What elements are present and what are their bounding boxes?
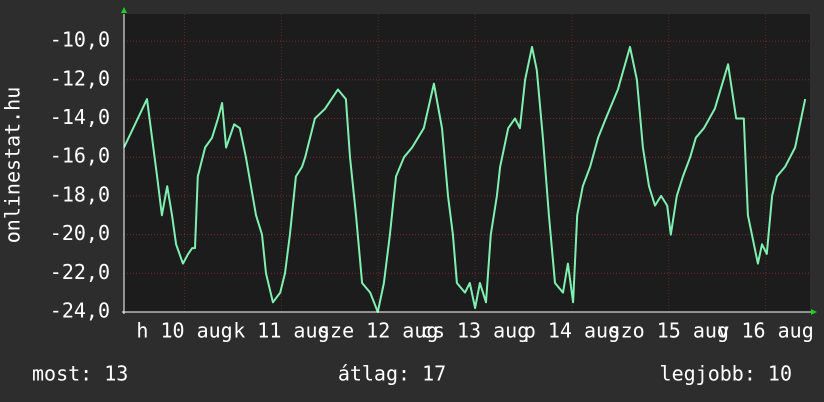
y-tick-label: -16,0 [50,144,110,168]
axis-arrow [121,7,127,13]
data-line [123,45,807,313]
footer-stat: legjobb: 10 [660,362,792,386]
x-tick-label: szo 15 aug [609,319,729,343]
x-tick-label: h 10 aug [136,319,232,343]
y-tick-label: -18,0 [50,182,110,206]
y-tick-label: -22,0 [50,260,110,284]
footer-stat: átlag: 17 [338,362,446,386]
x-tick-label: sze 12 aug [318,319,438,343]
x-tick-label: cs 13 aug [421,319,529,343]
x-tick-label: v 16 aug [717,319,813,343]
footer-stat: most: 13 [32,362,128,386]
y-axis-label: onlinestat.hu [1,87,25,244]
y-tick-label: -20,0 [50,221,110,245]
y-tick-label: -12,0 [50,66,110,90]
axis-arrow [811,309,817,315]
x-tick-label: p 14 aug [524,319,620,343]
x-tick-label: k 11 aug [233,319,329,343]
plot-area [124,14,810,312]
plot [123,45,807,313]
y-tick-label: -14,0 [50,105,110,129]
y-tick-label: -24,0 [50,299,110,323]
y-tick-label: -10,0 [50,28,110,52]
